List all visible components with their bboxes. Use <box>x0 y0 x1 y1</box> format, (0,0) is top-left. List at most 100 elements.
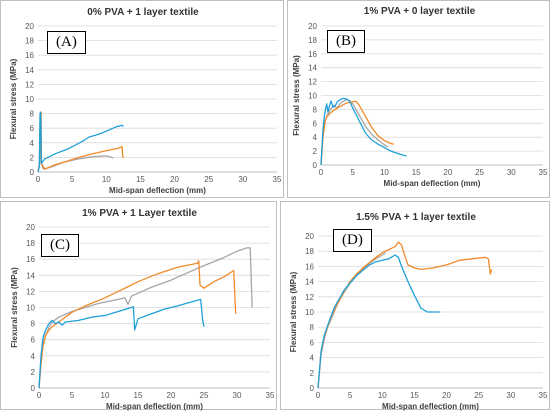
y-tick-label: 18 <box>25 37 34 46</box>
y-tick-label: 0 <box>30 168 35 177</box>
y-tick-label: 6 <box>31 336 36 345</box>
x-tick-label: 10 <box>102 175 111 184</box>
x-tick-label: 10 <box>378 391 387 400</box>
y-axis-label: Flexural stress (MPa) <box>10 267 19 348</box>
y-tick-label: 14 <box>25 66 34 75</box>
chart-title: 1.5% PVA + 1 layer textile <box>356 212 476 223</box>
x-tick-label: 0 <box>37 391 42 400</box>
series-line-gray <box>38 247 253 389</box>
x-tick-label: 35 <box>266 391 275 400</box>
y-tick-label: 10 <box>305 308 314 317</box>
x-tick-label: 0 <box>319 168 324 177</box>
y-tick-label: 0 <box>31 384 36 393</box>
x-tick-label: 15 <box>136 175 145 184</box>
y-tick-label: 20 <box>25 22 34 31</box>
y-tick-label: 20 <box>305 232 314 241</box>
x-tick-label: 30 <box>238 175 247 184</box>
y-tick-label: 4 <box>313 133 318 142</box>
y-tick-label: 4 <box>31 352 36 361</box>
y-tick-label: 0 <box>310 384 315 393</box>
chart-panel-c: 1% PVA + 1 Layer textile 0 2 4 6 8 10 12 14 16 18 2… <box>0 201 277 411</box>
y-tick-label: 16 <box>305 262 314 271</box>
y-tick-label: 16 <box>308 50 317 59</box>
y-axis-label: Flexural stress (MPa) <box>289 271 298 352</box>
y-tick-label: 6 <box>310 338 315 347</box>
chart-panel-d: 1.5% PVA + 1 layer textile 0 2 4 6 8 10 12 14 16 1… <box>280 201 550 411</box>
series-line-blue <box>38 298 205 389</box>
y-tick-label: 12 <box>308 78 317 87</box>
y-tick-label: 20 <box>308 22 317 31</box>
y-tick-label: 0 <box>313 161 318 170</box>
x-tick-label: 0 <box>316 391 321 400</box>
y-tick-label: 10 <box>26 304 35 313</box>
x-axis-label: Mid-span deflection (mm) <box>384 179 481 188</box>
panel-label-b: (B) <box>327 30 365 53</box>
x-tick-label: 10 <box>380 168 389 177</box>
y-tick-label: 2 <box>310 369 315 378</box>
y-tick-label: 8 <box>30 110 35 119</box>
y-tick-label: 12 <box>305 293 314 302</box>
chart-panel-a: 0% PVA + 1 layer textile 0 2 4 6 8 10 12 14 16 18 2… <box>0 0 284 198</box>
y-tick-label: 20 <box>26 223 35 232</box>
x-tick-label: 5 <box>350 168 355 177</box>
y-tick-label: 2 <box>31 368 36 377</box>
y-tick-label: 14 <box>26 271 35 280</box>
y-tick-label: 8 <box>31 320 36 329</box>
panel-label-d: (D) <box>333 229 372 252</box>
y-tick-label: 18 <box>308 36 317 45</box>
series-line-orange <box>317 241 493 389</box>
x-tick-label: 20 <box>443 168 452 177</box>
y-tick-label: 18 <box>26 239 35 248</box>
y-axis-label: Flexural stress (MPa) <box>292 55 301 136</box>
chart-svg-b: 1% PVA + 0 layer textile 0 2 4 6 8 10 12 14 16 18 2… <box>292 6 548 188</box>
y-tick-label: 14 <box>305 278 314 287</box>
y-tick-label: 12 <box>25 80 34 89</box>
x-axis-label: Mid-span deflection (mm) <box>382 402 479 411</box>
x-axis-label: Mid-span deflection (mm) <box>109 186 206 195</box>
x-tick-label: 20 <box>442 391 451 400</box>
series-line-gray <box>317 252 386 389</box>
chart-title: 1% PVA + 0 layer textile <box>364 6 476 17</box>
y-tick-label: 14 <box>308 64 317 73</box>
x-tick-label: 0 <box>36 175 41 184</box>
x-tick-label: 35 <box>539 168 548 177</box>
y-tick-label: 2 <box>313 147 318 156</box>
y-tick-label: 8 <box>310 323 315 332</box>
series-line-blue <box>37 111 124 173</box>
x-tick-label: 35 <box>539 391 548 400</box>
chart-panel-b: 1% PVA + 0 layer textile 0 2 4 6 8 10 12 14 16 18 2… <box>287 0 550 198</box>
x-tick-label: 25 <box>475 168 484 177</box>
x-tick-label: 30 <box>506 391 515 400</box>
y-tick-label: 10 <box>308 92 317 101</box>
y-axis-label: Flexural stress (MPa) <box>9 58 18 139</box>
chart-svg-a: 0% PVA + 1 layer textile 0 2 4 6 8 10 12 14 16 18 2… <box>9 7 282 195</box>
y-tick-label: 2 <box>30 153 35 162</box>
x-tick-label: 25 <box>200 391 209 400</box>
x-tick-label: 25 <box>474 391 483 400</box>
x-tick-label: 15 <box>134 391 143 400</box>
x-tick-label: 20 <box>170 175 179 184</box>
y-tick-label: 12 <box>26 287 35 296</box>
x-tick-label: 35 <box>273 175 282 184</box>
y-tick-label: 4 <box>30 139 35 148</box>
x-tick-label: 10 <box>101 391 110 400</box>
x-tick-label: 30 <box>507 168 516 177</box>
y-tick-label: 16 <box>26 255 35 264</box>
series-line-orange <box>38 260 237 389</box>
x-tick-label: 15 <box>410 391 419 400</box>
y-tick-label: 6 <box>313 119 318 128</box>
chart-title: 0% PVA + 1 layer textile <box>87 7 199 18</box>
series-line-blue <box>320 97 407 166</box>
y-tick-label: 6 <box>30 124 35 133</box>
series-line-orange <box>320 100 395 166</box>
panel-label-a: (A) <box>47 31 86 54</box>
x-tick-label: 20 <box>167 391 176 400</box>
x-tick-label: 25 <box>204 175 213 184</box>
panel-label-c: (C) <box>41 234 79 257</box>
chart-title: 1% PVA + 1 Layer textile <box>82 208 197 219</box>
series-line-blue <box>317 254 441 389</box>
series-line-gray <box>37 111 114 173</box>
chart-svg-d: 1.5% PVA + 1 layer textile 0 2 4 6 8 10 12 14 16 1… <box>289 212 548 411</box>
y-tick-label: 10 <box>25 95 34 104</box>
y-tick-label: 18 <box>305 247 314 256</box>
